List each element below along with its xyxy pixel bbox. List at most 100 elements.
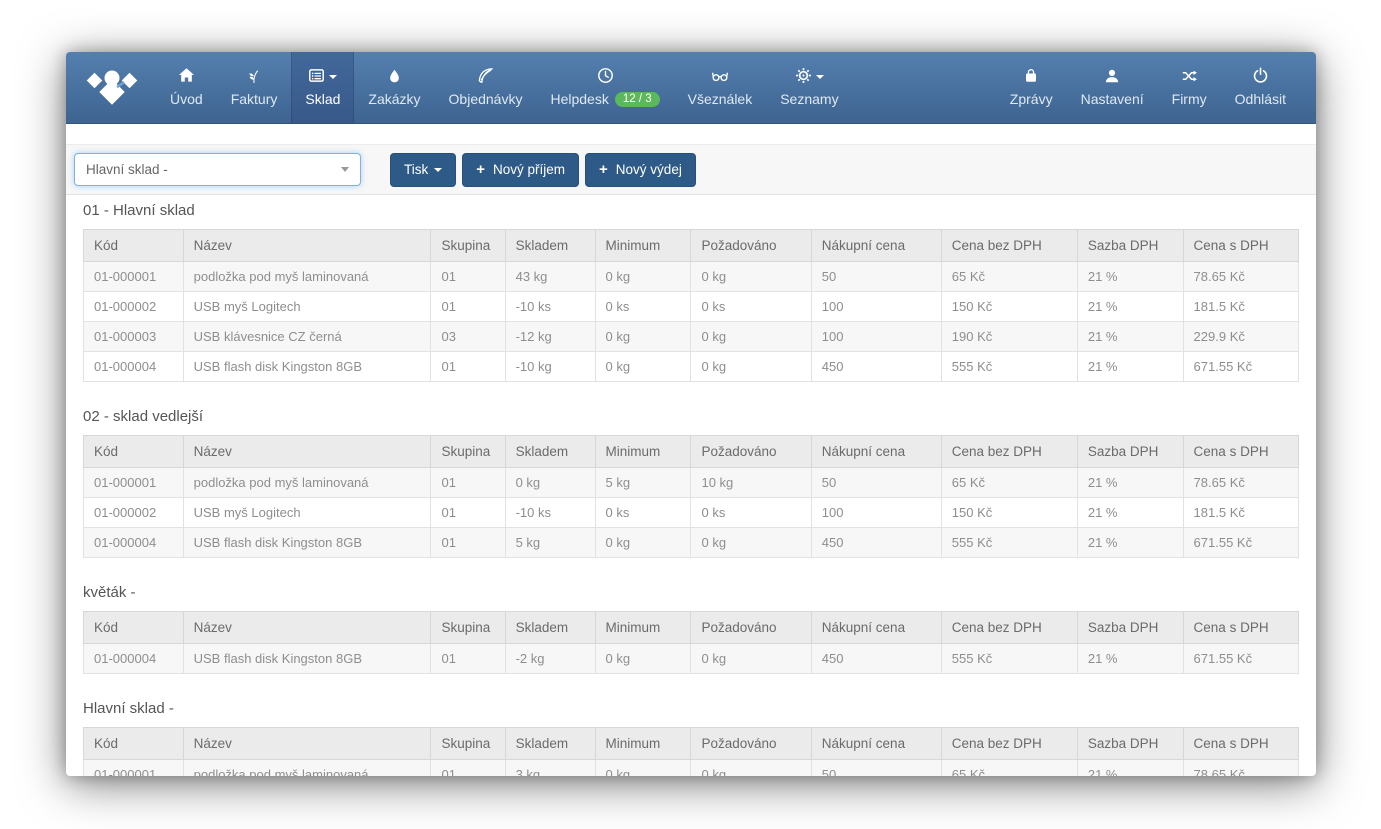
nav-item-zakazky[interactable]: Zakázky (354, 52, 434, 123)
print-button[interactable]: Tisk (390, 152, 457, 187)
table-row[interactable]: 01-000004 USB flash disk Kingston 8GB 01 -1… (83, 351, 1300, 382)
table-cell: 150 Kč (940, 497, 1078, 528)
table-cell: 01 (430, 497, 506, 528)
table-row[interactable]: 01-000003 USB klávesnice CZ černá 03 -12 kg… (83, 321, 1300, 352)
table-cell: 450 (810, 351, 942, 382)
table-cell: 0 kg (594, 321, 692, 352)
column-header: Nákupní cena (810, 435, 942, 468)
stock-table: Kód Název Skupina Skladem Minimum Požadováno N… (83, 611, 1300, 674)
column-header: Cena s DPH (1182, 611, 1300, 644)
column-header: Cena bez DPH (940, 229, 1078, 262)
toolbar: Hlavní sklad - Tisk + Nový příjem + Nový… (66, 144, 1316, 195)
nav-item-zpravy[interactable]: Zprávy (996, 52, 1067, 123)
table-cell: 01-000001 (83, 759, 184, 776)
table-cell: 21 % (1076, 291, 1184, 322)
table-cell: podložka pod myš laminovaná (182, 759, 432, 776)
warehouse-section: Hlavní sklad - Kód Název Skupina Skladem Mini… (83, 700, 1300, 776)
table-cell: 0 kg (690, 351, 812, 382)
top-navbar: Úvod Faktury Sklad Zakázky Objednávky Helpdes… (66, 52, 1316, 124)
nav-item-odhlasit[interactable]: Odhlásit (1221, 52, 1300, 123)
content: 01 - Hlavní sklad Kód Název Skupina Skladem M… (66, 202, 1316, 776)
table-cell: 43 kg (504, 261, 596, 292)
column-header: Sazba DPH (1076, 727, 1184, 760)
table-cell: 3 kg (504, 759, 596, 776)
table-cell: 5 kg (504, 527, 596, 558)
table-cell: 0 ks (690, 291, 812, 322)
chevron-down-icon (341, 167, 349, 172)
section-title: 02 - sklad vedlejší (83, 408, 204, 425)
invoices-icon (246, 68, 262, 87)
column-header: Nákupní cena (810, 611, 942, 644)
table-cell: -10 kg (504, 351, 596, 382)
column-header: Sazba DPH (1076, 611, 1184, 644)
table-row[interactable]: 01-000001 podložka pod myš laminovaná 01 0 … (83, 467, 1300, 498)
nav-item-vseznalek[interactable]: Všeználek (674, 52, 767, 123)
table-row[interactable]: 01-000002 USB myš Logitech 01 -10 ks 0 ks 0 k… (83, 497, 1300, 528)
nav-item-label: Objednávky (448, 91, 523, 107)
table-cell: -10 ks (504, 497, 596, 528)
table-cell: 21 % (1076, 759, 1184, 776)
table-cell: 65 Kč (940, 467, 1078, 498)
section-title: Hlavní sklad - (83, 700, 174, 717)
column-header: Požadováno (690, 727, 812, 760)
messages-icon (1023, 67, 1039, 87)
nav-item-sklad[interactable]: Sklad (291, 52, 355, 123)
table-cell: 0 kg (594, 759, 692, 776)
column-header: Skladem (504, 727, 596, 760)
column-header: Název (182, 435, 432, 468)
column-header: Skladem (504, 611, 596, 644)
table-cell: USB flash disk Kingston 8GB (182, 643, 432, 674)
table-cell: 0 kg (594, 351, 692, 382)
nav-item-helpdesk[interactable]: Helpdesk 12 / 3 (536, 52, 673, 123)
table-row[interactable]: 01-000001 podložka pod myš laminovaná 01 43… (83, 261, 1300, 292)
nav-item-uvod[interactable]: Úvod (156, 52, 217, 123)
column-header: Cena bez DPH (940, 611, 1078, 644)
table-cell: 0 kg (690, 321, 812, 352)
nav-item-faktury[interactable]: Faktury (217, 52, 292, 123)
nav-item-label: Odhlásit (1234, 91, 1286, 107)
table-row[interactable]: 01-000002 USB myš Logitech 01 -10 ks 0 ks 0 k… (83, 291, 1300, 322)
table-row[interactable]: 01-000004 USB flash disk Kingston 8GB 01 -2… (83, 643, 1300, 674)
table-cell: 01-000004 (83, 351, 184, 382)
table-cell: 78.65 Kč (1182, 261, 1300, 292)
new-receipt-button[interactable]: + Nový příjem (462, 152, 580, 187)
warehouse-select[interactable]: Hlavní sklad - (74, 153, 361, 186)
column-header: Nákupní cena (810, 727, 942, 760)
app-logo-icon[interactable] (66, 52, 156, 123)
nav-item-label: Firmy (1171, 91, 1207, 107)
column-header: Skupina (430, 435, 506, 468)
table-row[interactable]: 01-000004 USB flash disk Kingston 8GB 01 5 … (83, 527, 1300, 558)
column-header: Kód (83, 229, 184, 262)
column-header: Požadováno (690, 435, 812, 468)
table-cell: 181.5 Kč (1182, 497, 1300, 528)
chevron-down-icon (815, 75, 824, 79)
column-header: Skupina (430, 229, 506, 262)
glasses-icon (711, 67, 729, 87)
print-button-label: Tisk (404, 162, 429, 177)
column-header: Požadováno (690, 611, 812, 644)
table-cell: 0 kg (594, 643, 692, 674)
table-cell: 100 (810, 291, 942, 322)
nav-item-nastaveni[interactable]: Nastavení (1067, 52, 1158, 123)
table-cell: 01-000001 (83, 467, 184, 498)
warehouse-section: květák - Kód Název Skupina Skladem Minimum Pož… (83, 584, 1300, 674)
nav-item-firmy[interactable]: Firmy (1158, 52, 1221, 123)
clock-icon (597, 67, 614, 87)
helpdesk-badge: 12 / 3 (614, 91, 660, 107)
table-cell: 0 kg (594, 261, 692, 292)
table-cell: 0 kg (690, 527, 812, 558)
table-cell: 671.55 Kč (1182, 527, 1300, 558)
table-row[interactable]: 01-000001 podložka pod myš laminovaná 01 3 … (83, 759, 1300, 776)
table-cell: 65 Kč (940, 759, 1078, 776)
table-cell: 5 kg (594, 467, 692, 498)
nav-item-label: Helpdesk (550, 91, 609, 107)
column-header: Sazba DPH (1076, 229, 1184, 262)
new-issue-button[interactable]: + Nový výdej (585, 152, 696, 187)
nav-item-label: Všeználek (687, 91, 753, 107)
nav-item-objednavky[interactable]: Objednávky (435, 52, 537, 123)
table-cell: USB flash disk Kingston 8GB (182, 527, 432, 558)
nav-item-seznamy[interactable]: Seznamy (766, 52, 852, 123)
table-cell: 01 (430, 351, 506, 382)
column-header: Název (182, 727, 432, 760)
table-cell: -2 kg (504, 643, 596, 674)
